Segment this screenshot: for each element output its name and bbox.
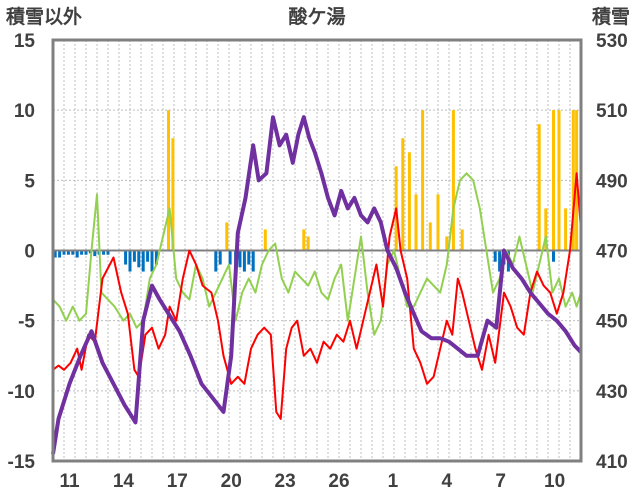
left-tick-label: 0 [24, 242, 35, 263]
left-tick-label: 15 [14, 31, 36, 52]
decrease-bar [154, 250, 158, 265]
snowfall-bar [306, 236, 310, 251]
decrease-bar [66, 250, 70, 255]
right-tick-label: 450 [596, 312, 628, 333]
decrease-bar [124, 250, 128, 265]
snowfall-bar [544, 208, 548, 251]
decrease-bar [71, 250, 75, 255]
snowfall-bar [564, 208, 568, 251]
x-tick-label: 26 [328, 471, 349, 492]
x-tick-label: 17 [167, 471, 188, 492]
grid [53, 40, 581, 461]
plot-frame [51, 38, 583, 463]
x-tick-label: 23 [275, 471, 296, 492]
decrease-bar [493, 250, 497, 262]
decrease-bar [146, 250, 150, 262]
decrease-bar [106, 250, 110, 255]
decrease-bar [498, 250, 502, 272]
decrease-bars [53, 250, 555, 272]
chart-title: 酸ケ湯 [288, 5, 345, 28]
decrease-bar [150, 250, 154, 272]
snowfall-bar [571, 110, 575, 251]
snowfall-bar [167, 110, 170, 251]
decrease-bar [228, 250, 232, 265]
right-tick-label: 530 [596, 31, 628, 52]
left-tick-label: -5 [18, 312, 35, 333]
right-tick-label: 510 [596, 101, 628, 122]
left-tick-label: -10 [8, 382, 35, 403]
decrease-bar [53, 250, 57, 258]
decrease-bar [58, 250, 62, 258]
snow-depth-line [51, 115, 583, 455]
snowfall-bar [414, 194, 418, 251]
right-axis: 530 510 490 470 450 430 410 [596, 31, 628, 473]
snowfall-bar [460, 229, 464, 251]
temp-change-line [52, 172, 582, 336]
temperature-line [52, 172, 582, 420]
snowfall-bar [428, 222, 432, 251]
x-tick-label: 1 [388, 471, 399, 492]
snowfall-bar [451, 110, 455, 251]
left-tick-label: -15 [8, 452, 36, 473]
right-tick-label: 490 [596, 171, 628, 192]
right-tick-label: 430 [596, 382, 628, 403]
decrease-bar [214, 250, 218, 272]
x-tick-label: 7 [495, 471, 506, 492]
decrease-bar [251, 250, 255, 272]
snowfall-bar [436, 194, 440, 251]
left-axis-label: 積雪以外 [6, 5, 82, 28]
decrease-bar [141, 250, 145, 272]
snowfall-bar [557, 110, 561, 251]
decrease-bar [247, 250, 251, 265]
decrease-bar [102, 250, 106, 255]
decrease-bar [238, 250, 242, 268]
snowfall-bar [401, 138, 405, 251]
snowfall-bar [552, 110, 555, 251]
snowfall-bar [407, 152, 411, 251]
snowfall-bar [225, 222, 229, 251]
snowfall-bar [445, 236, 449, 251]
left-axis: 15 10 5 0 -5 -10 -15 [8, 31, 36, 473]
left-tick-label: 5 [24, 171, 35, 192]
decrease-bar [93, 250, 97, 257]
right-tick-label: 470 [596, 242, 628, 263]
snowfall-bar [537, 124, 541, 251]
x-tick-label: 14 [113, 471, 135, 492]
snowfall-bar [421, 110, 425, 251]
decrease-bar [62, 250, 66, 255]
decrease-bar [218, 250, 222, 265]
decrease-bar [137, 250, 141, 268]
x-tick-label: 20 [221, 471, 242, 492]
x-axis: 11 14 17 20 23 26 1 4 7 10 [59, 471, 565, 492]
decrease-bar [552, 250, 555, 262]
decrease-bar [132, 250, 136, 262]
x-tick-label: 4 [442, 471, 453, 492]
x-tick-label: 11 [59, 471, 80, 492]
snowfall-bar [263, 229, 267, 251]
right-axis-label: 積雪 [592, 5, 630, 28]
right-tick-label: 410 [596, 452, 628, 473]
snowfall-bar [302, 229, 306, 251]
series-lines [51, 115, 583, 455]
decrease-bar [242, 250, 246, 272]
decrease-bar [84, 250, 88, 255]
left-tick-label: 10 [14, 101, 35, 122]
x-tick-label: 10 [544, 471, 565, 492]
decrease-bar [80, 250, 84, 255]
snowfall-bar [171, 138, 175, 251]
decrease-bar [75, 250, 79, 258]
decrease-bar [128, 250, 132, 272]
